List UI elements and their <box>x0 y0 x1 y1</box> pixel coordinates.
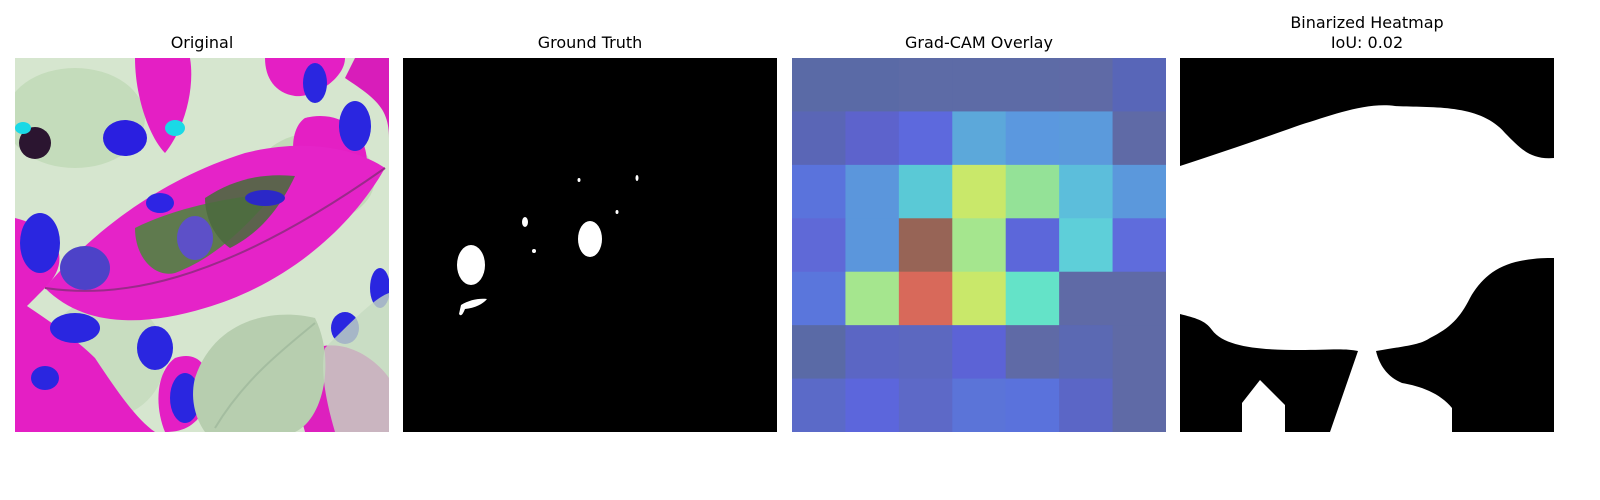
heatmap-cell <box>792 111 846 166</box>
heatmap-cell <box>1112 58 1166 112</box>
panel-title: Binarized Heatmap <box>1290 13 1444 32</box>
panel-title: Ground Truth <box>537 33 643 52</box>
heatmap-cell <box>898 111 953 166</box>
heatmap-cell <box>792 218 846 273</box>
heatmap-cell <box>845 111 900 166</box>
heatmap-cell <box>1112 271 1166 326</box>
heatmap-cell <box>952 111 1007 166</box>
heatmap-cell <box>1059 325 1114 380</box>
heatmap-cell <box>845 325 900 380</box>
gradcam-overlay <box>792 58 1166 432</box>
heatmap-cell <box>792 164 846 219</box>
heatmap-cell <box>1005 218 1060 273</box>
panel-original: Original <box>15 0 389 432</box>
heatmap-cell <box>845 378 900 432</box>
heatmap-cell <box>792 325 846 380</box>
heatmap-cell <box>1005 164 1060 219</box>
heatmap-cell <box>1112 325 1166 380</box>
heatmap-cell <box>898 218 953 273</box>
heatmap-cell <box>1059 271 1114 326</box>
heatmap-cell <box>1112 378 1166 432</box>
heatmap-cell <box>845 271 900 326</box>
heatmap-cell <box>898 164 953 219</box>
heatmap-cell <box>1059 111 1114 166</box>
panel-gradcam: Grad-CAM Overlay <box>792 0 1166 432</box>
heatmap-cell <box>952 271 1007 326</box>
heatmap-cell <box>952 378 1007 432</box>
heatmap-cell <box>1112 164 1166 219</box>
heatmap-cell <box>792 378 846 432</box>
binarized-mask <box>1180 58 1554 432</box>
heatmap-cell <box>1005 271 1060 326</box>
heatmap-cell <box>1005 58 1060 112</box>
heatmap-cell <box>952 218 1007 273</box>
heatmap-cell <box>1059 218 1114 273</box>
panel-ground-truth: Ground Truth <box>403 0 777 432</box>
heatmap-cell <box>792 271 846 326</box>
heatmap-cell <box>1005 325 1060 380</box>
heatmap-cell <box>845 164 900 219</box>
heatmap-cell <box>1005 111 1060 166</box>
heatmap-cell <box>952 58 1007 112</box>
heatmap-cell <box>952 164 1007 219</box>
heatmap-cell <box>898 271 953 326</box>
panel-title: Grad-CAM Overlay <box>905 33 1053 52</box>
heatmap-cell <box>898 58 953 112</box>
iou-label: IoU: 0.02 <box>1330 33 1404 52</box>
heatmap-cell <box>792 58 846 112</box>
heatmap-cell <box>1059 58 1114 112</box>
heatmap-cell <box>845 58 900 112</box>
heatmap-cell <box>1112 218 1166 273</box>
panel-title: Original <box>170 33 234 52</box>
heatmap-cell <box>1059 164 1114 219</box>
heatmap-cell <box>1059 378 1114 432</box>
heatmap-cell <box>845 218 900 273</box>
heatmap-cell <box>898 378 953 432</box>
heatmap-cell <box>1005 378 1060 432</box>
heatmap-cell <box>1112 111 1166 166</box>
heatmap-cell <box>952 325 1007 380</box>
ground-truth-mask <box>403 58 777 432</box>
heatmap-cell <box>898 325 953 380</box>
original-image <box>15 58 389 432</box>
panel-binarized: Binarized Heatmap IoU: 0.02 <box>1180 0 1554 432</box>
